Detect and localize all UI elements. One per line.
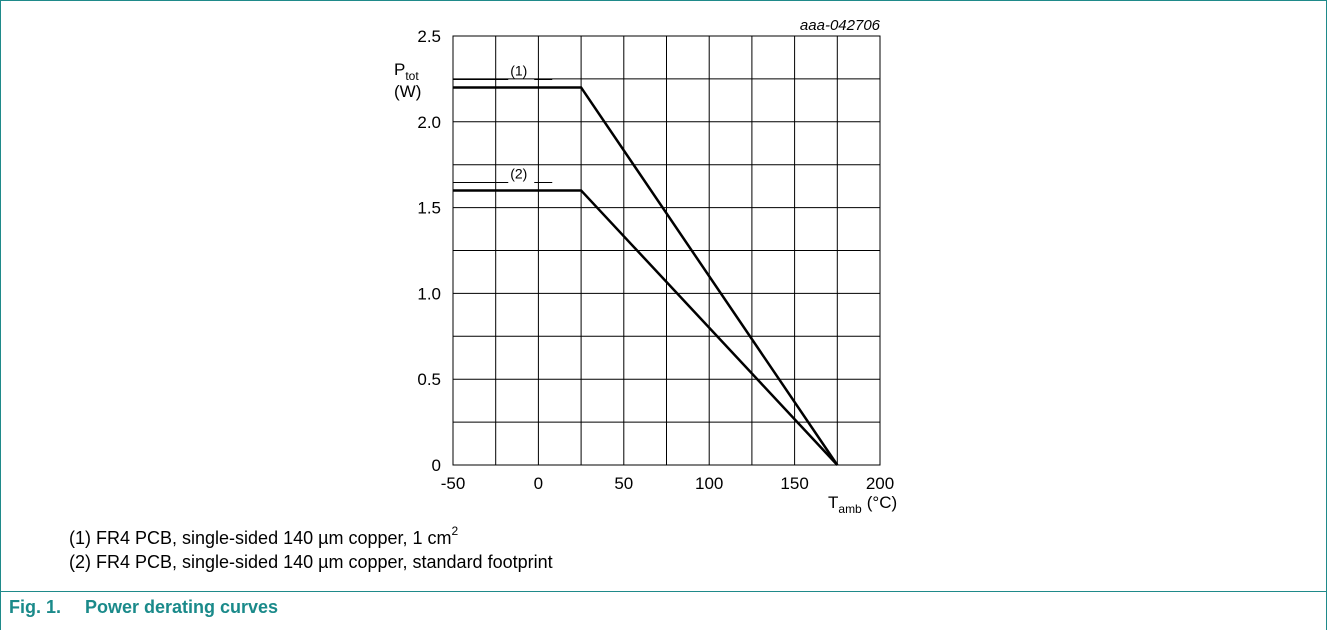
x-tick-label: 150 xyxy=(780,474,808,493)
caption-number: Fig. 1. xyxy=(9,597,62,617)
series-label-2: (2) xyxy=(510,165,527,181)
figure-id-label: aaa-042706 xyxy=(800,17,881,34)
plot-border xyxy=(452,35,881,466)
x-tick-label: -50 xyxy=(441,474,466,493)
note-2: (2) FR4 PCB, single-sided 140 µm copper,… xyxy=(69,552,553,572)
y-axis-unit: (W) xyxy=(394,82,421,101)
chart-grid xyxy=(452,35,881,466)
y-axis-label: Ptot xyxy=(394,60,419,83)
series-line-1 xyxy=(453,86,839,466)
note-1-superscript: 2 xyxy=(451,524,459,538)
y-tick-label: 1.0 xyxy=(417,284,441,303)
x-tick-label: 100 xyxy=(695,474,723,493)
y-tick-label: 0 xyxy=(432,456,441,475)
chart-series: (1) (2) xyxy=(453,62,839,466)
note-1: (1) FR4 PCB, single-sided 140 µm copper,… xyxy=(69,524,459,549)
y-tick-label: 0.5 xyxy=(417,370,441,389)
figure-caption: Fig. 1. Power derating curves xyxy=(1,591,1326,630)
x-tick-label: 50 xyxy=(614,474,633,493)
x-axis-label: Tamb (°C) xyxy=(828,493,897,516)
series-label-1: (1) xyxy=(510,62,527,78)
series-line-2 xyxy=(453,189,839,466)
caption-title: Power derating curves xyxy=(85,597,279,617)
note-1-text: (1) FR4 PCB, single-sided 140 µm copper,… xyxy=(69,528,452,548)
x-tick-label: 0 xyxy=(534,474,543,493)
x-tick-label: 200 xyxy=(866,474,894,493)
y-tick-label: 2.0 xyxy=(417,113,441,132)
y-tick-label: 1.5 xyxy=(417,199,441,218)
y-tick-label: 2.5 xyxy=(417,27,441,46)
